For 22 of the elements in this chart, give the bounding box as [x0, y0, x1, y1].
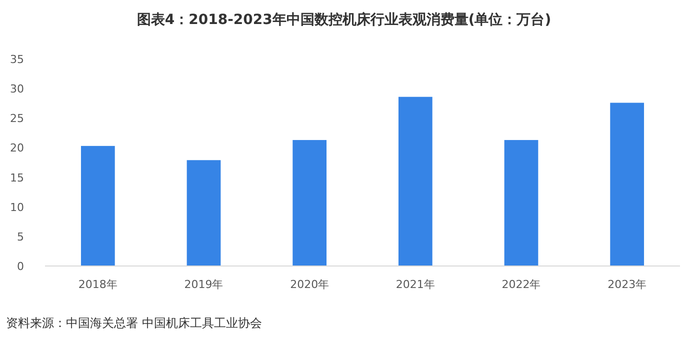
x-tick-label: 2023年: [608, 278, 647, 291]
y-tick-label: 25: [10, 112, 24, 126]
bar: [292, 140, 327, 266]
bar: [186, 160, 221, 266]
x-tick-label: 2018年: [78, 278, 118, 291]
y-tick-label: 20: [10, 142, 24, 155]
y-tick-label: 5: [17, 230, 24, 244]
text: 资料来源：中国海关总署 中国机床工具工业协会: [6, 316, 262, 330]
y-tick-label: 10: [10, 200, 24, 214]
x-tick-label: 2020年: [290, 278, 330, 291]
y-tick-label: 0: [17, 260, 24, 273]
y-tick-label: 35: [10, 53, 24, 66]
bar: [504, 140, 538, 266]
x-tick-label: 2019年: [184, 278, 224, 291]
bar: [610, 102, 644, 266]
chart-title: 图表4：2018-2023年中国数控机床行业表观消费量(单位：万台): [136, 11, 552, 28]
y-tick-label: 15: [10, 171, 24, 184]
y-tick-label: 30: [10, 82, 24, 96]
x-tick-label: 2022年: [502, 278, 541, 291]
x-tick-label: 2021年: [396, 278, 435, 291]
bar: [80, 146, 115, 266]
bar: [398, 96, 432, 266]
